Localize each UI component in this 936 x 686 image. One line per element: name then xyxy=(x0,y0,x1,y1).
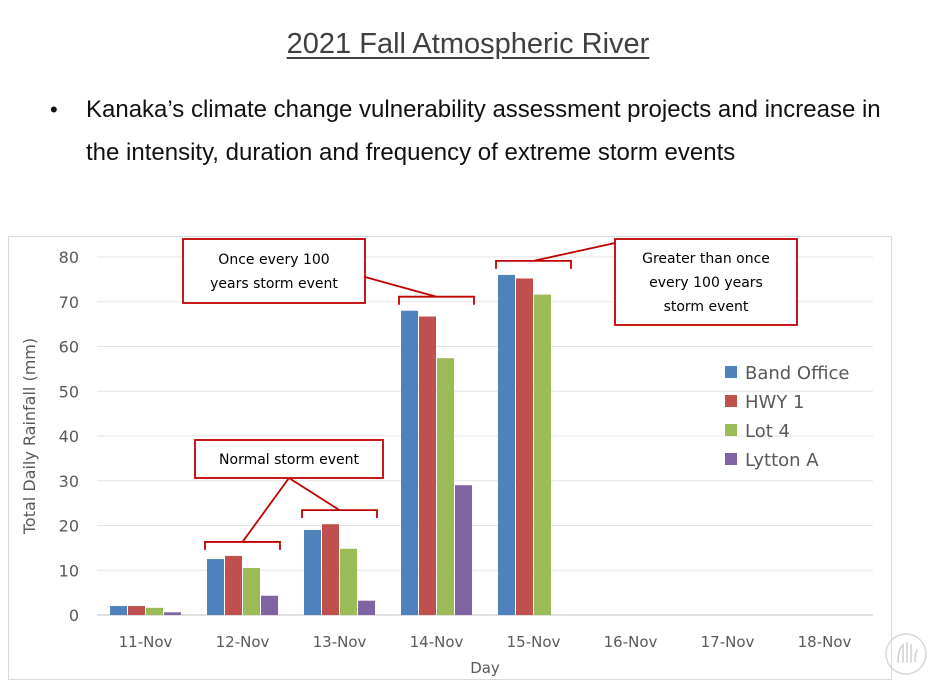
bar xyxy=(261,595,278,615)
annotation-text: Greater than once xyxy=(642,251,770,267)
annotation-bracket xyxy=(301,509,378,519)
hand-logo-icon xyxy=(885,633,927,675)
annotation-text: storm event xyxy=(664,299,749,315)
x-tick-label: 18-Nov xyxy=(798,633,852,651)
bar xyxy=(455,485,472,615)
x-tick-label: 13-Nov xyxy=(313,633,367,651)
bar xyxy=(164,612,181,615)
y-tick-label: 20 xyxy=(59,517,79,536)
x-axis-label: Day xyxy=(470,659,500,677)
legend-label: Lytton A xyxy=(745,450,819,471)
annotation-leader xyxy=(241,477,290,543)
bullet-text: Kanaka’s climate change vulnerability as… xyxy=(86,96,881,166)
bar xyxy=(358,600,375,615)
legend-label: Lot 4 xyxy=(745,421,790,442)
annotation-leader xyxy=(533,242,616,262)
y-tick-label: 50 xyxy=(59,382,79,401)
bar xyxy=(110,606,127,615)
bar xyxy=(128,606,145,615)
legend-swatch xyxy=(725,453,737,465)
y-tick-label: 40 xyxy=(59,427,79,446)
annotation-box xyxy=(194,439,384,479)
rainfall-bar-chart: 0 10 20 30 40 50 60 70 80 11-Nov 12-Nov 13-Nov 14-No… xyxy=(20,238,873,677)
annotation-bracket xyxy=(204,541,281,550)
legend-label: HWY 1 xyxy=(745,392,805,413)
y-tick-label: 0 xyxy=(69,606,79,625)
annotation-bracket xyxy=(495,260,572,269)
bar xyxy=(225,555,242,615)
bar xyxy=(322,524,339,615)
legend-label: Band Office xyxy=(745,363,849,384)
bar xyxy=(516,278,533,615)
legend-swatch xyxy=(725,395,737,407)
bar xyxy=(146,607,163,615)
bar xyxy=(534,294,551,615)
y-tick-label: 30 xyxy=(59,472,79,491)
x-tick-label: 12-Nov xyxy=(216,633,270,651)
bullet-point: • Kanaka’s climate change vulnerability … xyxy=(50,88,890,174)
x-tick-label: 17-Nov xyxy=(701,633,755,651)
y-axis-label: Total Daily Rainfall (mm) xyxy=(20,338,39,535)
annotation-leader xyxy=(364,276,437,298)
bullet-dot-icon: • xyxy=(50,97,58,122)
x-tick-label: 14-Nov xyxy=(410,633,464,651)
bar xyxy=(304,529,321,615)
y-tick-label: 10 xyxy=(59,561,79,580)
annotation-text: years storm event xyxy=(210,276,338,292)
y-tick-label: 80 xyxy=(59,248,79,267)
legend-swatch xyxy=(725,366,737,378)
annotation-text: every 100 years xyxy=(649,275,763,291)
legend-swatch xyxy=(725,424,737,436)
annotation-box xyxy=(614,238,798,326)
y-tick-label: 70 xyxy=(59,293,79,312)
bar xyxy=(243,568,260,615)
annotation-bracket xyxy=(398,295,475,305)
bar xyxy=(437,358,454,615)
x-tick-label: 11-Nov xyxy=(119,633,173,651)
annotation-text: Normal storm event xyxy=(219,452,359,468)
bar xyxy=(498,274,515,615)
bar xyxy=(419,316,436,615)
bar xyxy=(207,559,224,615)
chart-frame: 0 10 20 30 40 50 60 70 80 11-Nov 12-Nov 13-Nov 14-No… xyxy=(8,236,892,680)
x-tick-label: 15-Nov xyxy=(507,633,561,651)
annotation-leader xyxy=(288,477,340,511)
x-tick-label: 16-Nov xyxy=(604,633,658,651)
annotation-box xyxy=(182,238,366,304)
slide-title: 2021 Fall Atmospheric River xyxy=(286,28,650,60)
annotation-text: Once every 100 xyxy=(218,252,329,268)
bar xyxy=(340,548,357,615)
y-tick-label: 60 xyxy=(59,338,79,357)
bar xyxy=(401,310,418,615)
